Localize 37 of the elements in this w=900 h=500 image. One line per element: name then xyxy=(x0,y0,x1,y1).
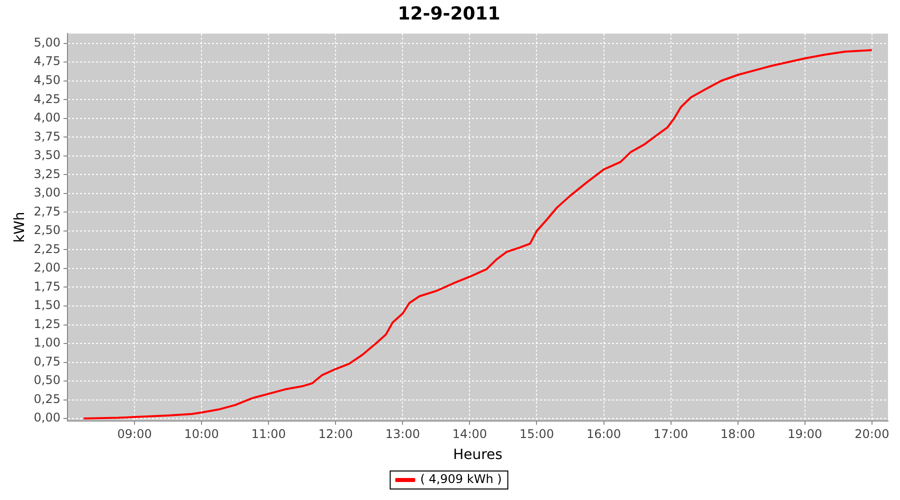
x-tick-label: 10:00 xyxy=(184,427,219,442)
y-tick-label: 1,75 xyxy=(34,279,61,294)
y-tick-label: 4,25 xyxy=(34,92,61,106)
y-tick-label: 4,00 xyxy=(34,110,61,125)
legend-label: ( 4,909 kWh ) xyxy=(420,472,502,486)
y-tick-label: 5,00 xyxy=(34,35,61,50)
y-axis-title: kWh xyxy=(12,212,28,243)
y-tick-label: 4,50 xyxy=(34,73,61,87)
x-tick-label: 12:00 xyxy=(318,427,353,442)
y-tick-label: 0,50 xyxy=(34,373,61,388)
x-tick-label: 17:00 xyxy=(654,427,688,442)
x-tick-label: 16:00 xyxy=(586,427,622,442)
y-tick-label: 0,75 xyxy=(34,354,61,368)
x-tick-label: 13:00 xyxy=(385,427,420,442)
x-tick-label: 09:00 xyxy=(117,427,152,442)
x-tick-label: 14:00 xyxy=(452,427,488,442)
chart-title: 12-9-2011 xyxy=(398,3,500,24)
y-tick-label: 2,50 xyxy=(34,223,61,238)
x-tick-label: 18:00 xyxy=(720,427,756,442)
y-tick-label: 3,25 xyxy=(34,166,61,181)
y-tick-label: 1,00 xyxy=(34,336,61,350)
y-tick-label: 2,25 xyxy=(34,242,61,256)
y-tick-label: 0,00 xyxy=(34,410,61,425)
y-tick-label: 3,75 xyxy=(34,129,61,144)
x-tick-label: 11:00 xyxy=(251,427,286,442)
y-tick-label: 1,50 xyxy=(34,298,61,312)
x-tick-label: 19:00 xyxy=(788,427,822,442)
y-tick-label: 2,00 xyxy=(34,260,61,275)
y-tick-label: 1,25 xyxy=(34,316,61,331)
x-tick-label: 20:00 xyxy=(854,427,890,442)
y-tick-label: 4,75 xyxy=(34,54,61,68)
y-tick-label: 2,75 xyxy=(34,204,61,218)
y-tick-label: 0,25 xyxy=(34,392,61,406)
y-tick-label: 3,00 xyxy=(34,186,61,200)
x-axis-title: Heures xyxy=(453,447,502,464)
x-tick-label: 15:00 xyxy=(519,427,554,442)
y-tick-label: 3,50 xyxy=(34,148,61,162)
